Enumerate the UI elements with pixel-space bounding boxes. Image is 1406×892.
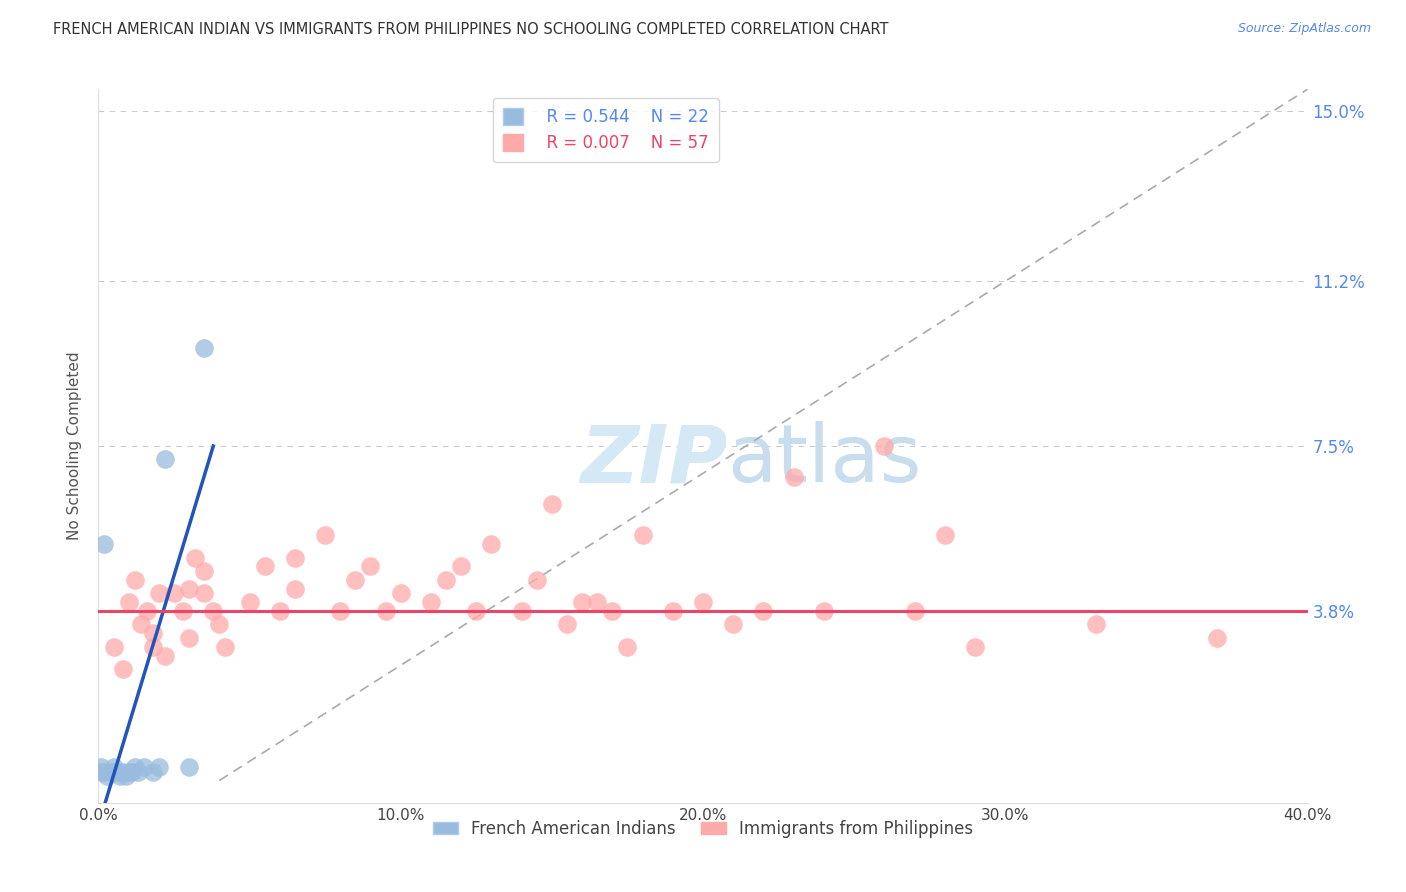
Point: [586, 595, 609, 609]
Point: [179, 631, 201, 645]
Point: [103, 760, 125, 774]
Point: [239, 595, 262, 609]
Point: [389, 586, 412, 600]
Point: [153, 648, 176, 663]
Point: [481, 537, 503, 551]
Point: [111, 662, 134, 676]
Point: [752, 604, 775, 618]
Point: [420, 595, 443, 609]
Point: [153, 452, 176, 467]
Point: [179, 582, 201, 596]
Point: [904, 604, 927, 618]
Point: [93, 764, 115, 779]
Point: [555, 617, 578, 632]
Point: [374, 604, 396, 618]
Point: [783, 470, 806, 484]
Point: [344, 573, 367, 587]
Point: [360, 559, 382, 574]
Point: [124, 573, 146, 587]
Point: [118, 595, 141, 609]
Point: [269, 604, 291, 618]
Point: [172, 604, 194, 618]
Point: [93, 537, 115, 551]
Point: [179, 760, 201, 774]
Point: [108, 769, 131, 783]
Point: [148, 760, 170, 774]
Point: [96, 769, 118, 783]
Point: [314, 528, 336, 542]
Point: [540, 497, 562, 511]
Point: [90, 764, 112, 779]
Point: [1206, 631, 1229, 645]
Point: [1085, 617, 1108, 632]
Point: [132, 760, 155, 774]
Point: [135, 604, 157, 618]
Point: [450, 559, 472, 574]
Point: [184, 550, 207, 565]
Point: [965, 640, 987, 654]
Point: [284, 550, 307, 565]
Point: [124, 760, 146, 774]
Point: [465, 604, 488, 618]
Point: [121, 764, 143, 779]
Point: [526, 573, 548, 587]
Point: [100, 764, 122, 779]
Point: [114, 769, 136, 783]
Point: [510, 604, 533, 618]
Point: [142, 640, 165, 654]
Point: [284, 582, 307, 596]
Text: Source: ZipAtlas.com: Source: ZipAtlas.com: [1237, 22, 1371, 36]
Point: [118, 764, 141, 779]
Point: [103, 640, 125, 654]
Point: [813, 604, 835, 618]
Point: [105, 764, 128, 779]
Point: [148, 586, 170, 600]
Text: ZIP: ZIP: [579, 421, 727, 500]
Point: [934, 528, 956, 542]
Point: [723, 617, 745, 632]
Point: [142, 626, 165, 640]
Point: [90, 760, 112, 774]
Point: [616, 640, 638, 654]
Point: [214, 640, 236, 654]
Legend: French American Indians, Immigrants from Philippines: French American Indians, Immigrants from…: [426, 814, 980, 845]
Point: [103, 764, 125, 779]
Point: [129, 617, 152, 632]
Point: [602, 604, 624, 618]
Point: [571, 595, 593, 609]
Point: [111, 764, 134, 779]
Point: [873, 439, 896, 453]
Point: [692, 595, 714, 609]
Point: [434, 573, 457, 587]
Point: [202, 604, 225, 618]
Point: [142, 764, 165, 779]
Point: [193, 341, 215, 355]
Point: [193, 564, 215, 578]
Point: [163, 586, 186, 600]
Point: [631, 528, 654, 542]
Point: [208, 617, 231, 632]
Point: [193, 586, 215, 600]
Point: [329, 604, 352, 618]
Point: [661, 604, 683, 618]
Point: [127, 764, 149, 779]
Point: [253, 559, 276, 574]
Y-axis label: No Schooling Completed: No Schooling Completed: [67, 351, 83, 541]
Text: atlas: atlas: [727, 421, 921, 500]
Text: FRENCH AMERICAN INDIAN VS IMMIGRANTS FROM PHILIPPINES NO SCHOOLING COMPLETED COR: FRENCH AMERICAN INDIAN VS IMMIGRANTS FRO…: [53, 22, 889, 37]
